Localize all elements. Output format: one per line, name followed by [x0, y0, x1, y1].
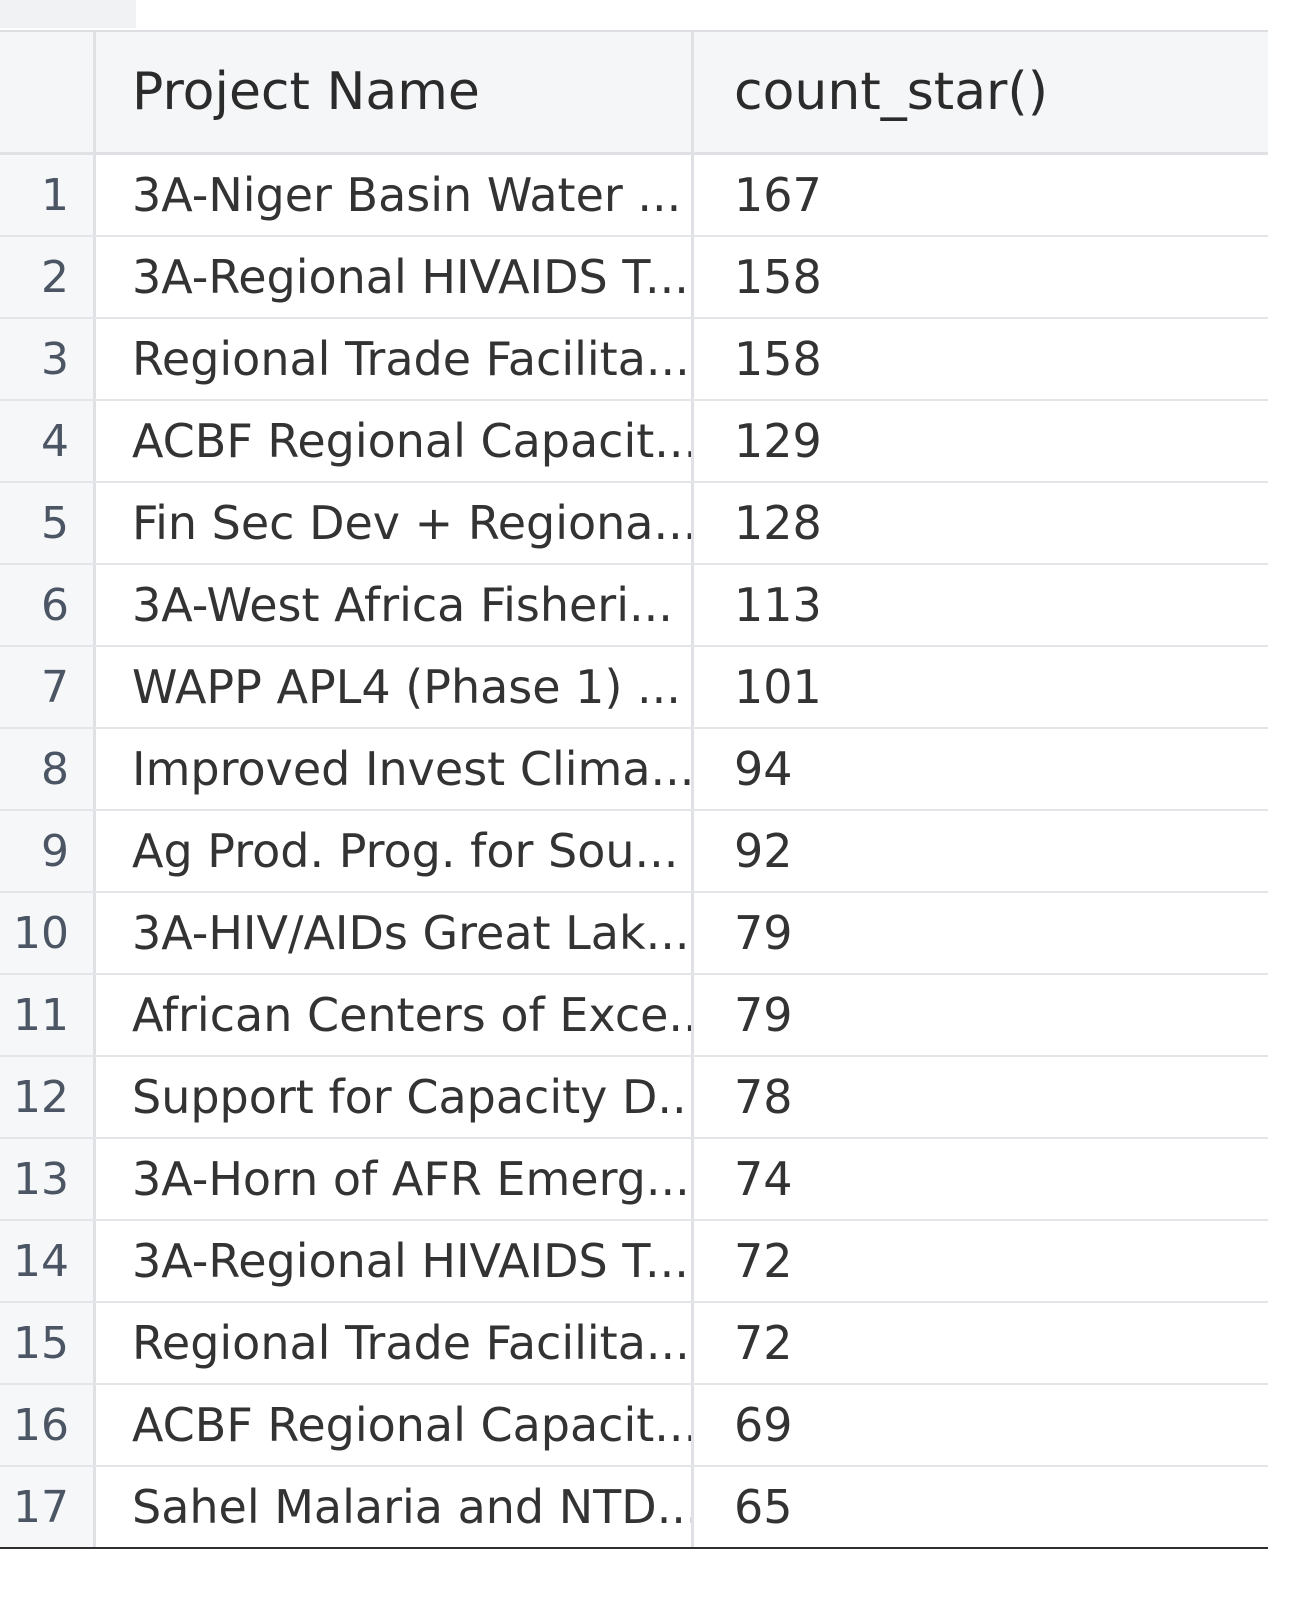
count-cell[interactable]: 79	[734, 906, 793, 960]
table-row[interactable]: 6 3A-West Africa Fisheri... 113	[0, 565, 1268, 647]
count-cell[interactable]: 113	[734, 578, 822, 632]
count-cell[interactable]: 72	[734, 1234, 793, 1288]
count-cell[interactable]: 128	[734, 496, 822, 550]
table-header: Project Name count_star()	[0, 32, 1268, 155]
count-cell[interactable]: 92	[734, 824, 793, 878]
row-number: 16	[0, 1385, 96, 1465]
count-cell[interactable]: 101	[734, 660, 822, 714]
count-cell[interactable]: 158	[734, 332, 822, 386]
project-name-cell[interactable]: 3A-West Africa Fisheri...	[96, 565, 694, 645]
row-number: 1	[0, 155, 96, 235]
row-number: 3	[0, 319, 96, 399]
row-number: 8	[0, 729, 96, 809]
count-cell[interactable]: 65	[734, 1480, 793, 1534]
row-number: 12	[0, 1057, 96, 1137]
count-cell[interactable]: 69	[734, 1398, 793, 1452]
project-name-cell[interactable]: Regional Trade Facilita...	[96, 1303, 694, 1383]
project-name-cell[interactable]: ACBF Regional Capacit...	[96, 401, 694, 481]
row-number: 11	[0, 975, 96, 1055]
count-cell[interactable]: 94	[734, 742, 793, 796]
results-table: Project Name count_star() 1 3A-Niger Basi…	[0, 30, 1268, 1549]
row-number: 9	[0, 811, 96, 891]
table-row[interactable]: 15 Regional Trade Facilita... 72	[0, 1303, 1268, 1385]
count-cell[interactable]: 78	[734, 1070, 793, 1124]
count-cell[interactable]: 79	[734, 988, 793, 1042]
project-name-cell[interactable]: 3A-Regional HIVAIDS T...	[96, 237, 694, 317]
project-name-cell[interactable]: Regional Trade Facilita...	[96, 319, 694, 399]
column-header-count-star[interactable]: count_star()	[734, 62, 1049, 122]
table-row[interactable]: 13 3A-Horn of AFR Emerg... 74	[0, 1139, 1268, 1221]
table-row[interactable]: 16 ACBF Regional Capacit... 69	[0, 1385, 1268, 1467]
table-row[interactable]: 8 Improved Invest Clima... 94	[0, 729, 1268, 811]
project-name-cell[interactable]: WAPP APL4 (Phase 1) ...	[96, 647, 694, 727]
result-tab[interactable]	[0, 0, 136, 28]
table-row[interactable]: 3 Regional Trade Facilita... 158	[0, 319, 1268, 401]
row-number: 2	[0, 237, 96, 317]
table-row[interactable]: 17 Sahel Malaria and NTD... 65	[0, 1467, 1268, 1547]
project-name-cell[interactable]: Fin Sec Dev + Regiona...	[96, 483, 694, 563]
table-row[interactable]: 7 WAPP APL4 (Phase 1) ... 101	[0, 647, 1268, 729]
project-name-cell[interactable]: 3A-Niger Basin Water ...	[96, 155, 694, 235]
table-row[interactable]: 4 ACBF Regional Capacit... 129	[0, 401, 1268, 483]
count-cell[interactable]: 167	[734, 168, 822, 222]
row-number: 5	[0, 483, 96, 563]
count-cell[interactable]: 72	[734, 1316, 793, 1370]
project-name-cell[interactable]: Ag Prod. Prog. for Sou...	[96, 811, 694, 891]
row-number: 10	[0, 893, 96, 973]
row-number: 15	[0, 1303, 96, 1383]
table-row[interactable]: 14 3A-Regional HIVAIDS T... 72	[0, 1221, 1268, 1303]
project-name-cell[interactable]: Support for Capacity D...	[96, 1057, 694, 1137]
row-number: 14	[0, 1221, 96, 1301]
row-number: 6	[0, 565, 96, 645]
project-name-cell[interactable]: Improved Invest Clima...	[96, 729, 694, 809]
project-name-cell[interactable]: African Centers of Exce...	[96, 975, 694, 1055]
table-row[interactable]: 1 3A-Niger Basin Water ... 167	[0, 155, 1268, 237]
table-row[interactable]: 10 3A-HIV/AIDs Great Lak... 79	[0, 893, 1268, 975]
table-row[interactable]: 5 Fin Sec Dev + Regiona... 128	[0, 483, 1268, 565]
count-cell[interactable]: 74	[734, 1152, 793, 1206]
project-name-cell[interactable]: Sahel Malaria and NTD...	[96, 1467, 694, 1547]
row-number: 7	[0, 647, 96, 727]
table-body: 1 3A-Niger Basin Water ... 167 2 3A-Regional…	[0, 155, 1268, 1547]
row-number: 17	[0, 1467, 96, 1547]
project-name-cell[interactable]: 3A-HIV/AIDs Great Lak...	[96, 893, 694, 973]
project-name-cell[interactable]: 3A-Regional HIVAIDS T...	[96, 1221, 694, 1301]
count-cell[interactable]: 129	[734, 414, 822, 468]
project-name-cell[interactable]: 3A-Horn of AFR Emerg...	[96, 1139, 694, 1219]
project-name-cell[interactable]: ACBF Regional Capacit...	[96, 1385, 694, 1465]
row-number: 13	[0, 1139, 96, 1219]
table-row[interactable]: 2 3A-Regional HIVAIDS T... 158	[0, 237, 1268, 319]
table-row[interactable]: 11 African Centers of Exce... 79	[0, 975, 1268, 1057]
row-number-header	[0, 32, 96, 152]
table-row[interactable]: 9 Ag Prod. Prog. for Sou... 92	[0, 811, 1268, 893]
row-number: 4	[0, 401, 96, 481]
table-row[interactable]: 12 Support for Capacity D... 78	[0, 1057, 1268, 1139]
count-cell[interactable]: 158	[734, 250, 822, 304]
column-header-project-name[interactable]: Project Name	[96, 32, 694, 152]
